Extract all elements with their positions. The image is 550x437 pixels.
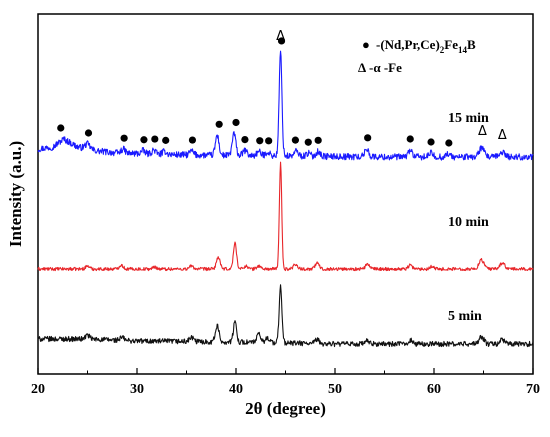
x-tick-label: 50 <box>328 382 342 397</box>
phase-dot-marker <box>151 135 159 143</box>
phase-dot-marker <box>277 37 286 45</box>
phase-dot-marker <box>84 129 93 137</box>
phase-dot-marker <box>232 118 240 127</box>
series-line-10min <box>37 161 534 272</box>
phase-dot-marker <box>215 120 223 128</box>
phase-dot-marker <box>445 139 453 147</box>
phase-dot-marker <box>188 136 197 144</box>
series-label-5min: 5 min <box>448 309 482 324</box>
legend-dot-marker: ● <box>362 37 370 52</box>
x-tick-label: 30 <box>130 382 144 397</box>
x-tick-label: 60 <box>427 382 441 397</box>
series-label-10min: 10 min <box>448 215 489 230</box>
phase-triangle-marker: Δ <box>478 124 487 139</box>
x-tick-label: 20 <box>31 382 45 397</box>
phase-dot-marker <box>291 136 299 144</box>
phase-dot-marker <box>120 134 128 142</box>
phase-dot-marker <box>406 135 414 143</box>
phase-dot-marker <box>140 136 148 144</box>
phase-dot-marker <box>241 135 249 144</box>
x-tick-label: 40 <box>229 382 243 397</box>
phase-dot-marker <box>57 124 65 132</box>
phase-dot-marker <box>256 137 264 145</box>
phase-dot-marker <box>162 136 170 144</box>
marker-layer: ΔΔ Δ <box>57 29 507 147</box>
series-line-15min <box>37 50 534 161</box>
series-line-5min <box>37 284 534 348</box>
phase-triangle-marker: Δ <box>276 29 285 44</box>
legend: ● -(Nd,Pr,Ce)2Fe14B Δ -α -Fe <box>358 37 476 75</box>
phase-triangle-marker: Δ <box>498 128 507 143</box>
x-axis-title: 2θ (degree) <box>245 399 326 418</box>
legend-phase2-label: -α -Fe <box>369 60 402 75</box>
legend-phase1-label: -(Nd,Pr,Ce)2Fe14B <box>376 37 476 55</box>
series-layer <box>37 50 534 348</box>
legend-triangle-marker: Δ <box>358 60 366 75</box>
tick-layer: 20 30 40 50 60 70 <box>31 368 540 397</box>
x-tick-label: 70 <box>526 382 540 397</box>
phase-dot-marker <box>304 138 312 146</box>
phase-dot-marker <box>265 137 273 145</box>
phase-dot-marker <box>427 138 435 146</box>
phase-dot-marker <box>364 134 372 142</box>
y-axis-title: Intensity (a.u.) <box>6 141 25 247</box>
phase-dot-marker <box>314 136 322 144</box>
series-label-15min: 15 min <box>448 111 489 126</box>
